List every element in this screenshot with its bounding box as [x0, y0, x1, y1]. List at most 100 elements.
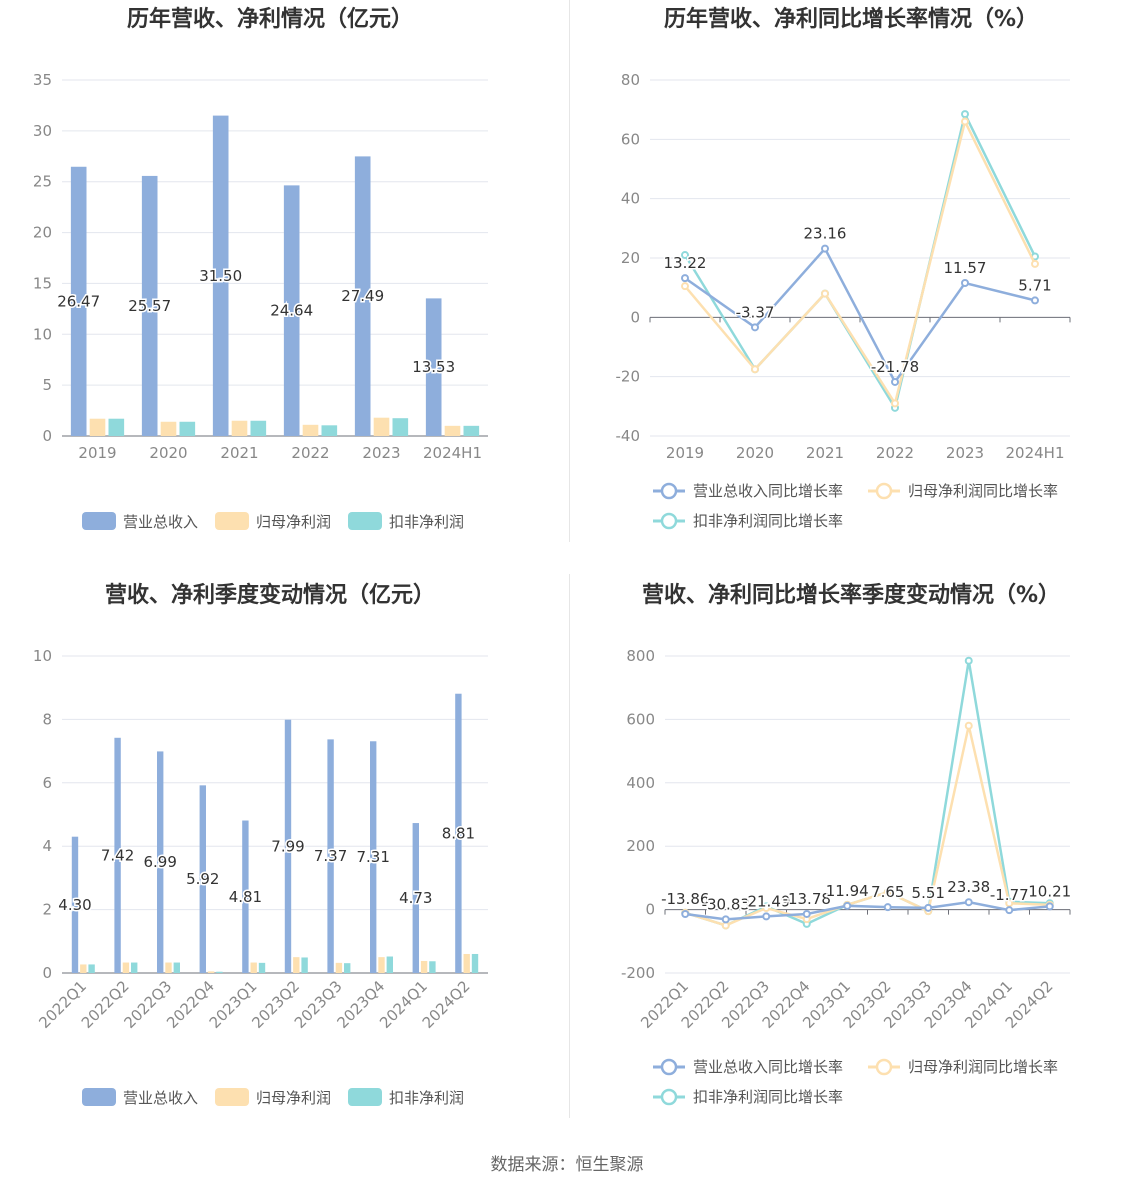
bar-parent-profit: [293, 957, 300, 973]
chart-quarterly-growth: 营收、净利同比增长率季度变动情况（%） -200 0 200 400 600 800 -13.…: [567, 576, 1134, 1152]
x-tick-label: 2023: [946, 444, 984, 462]
data-label: 31.50: [199, 267, 242, 285]
legend-swatch: [348, 1088, 382, 1106]
series-line-revenue: [685, 900, 1050, 921]
bar-revenue: [141, 175, 158, 436]
bar-parent-profit: [373, 417, 390, 436]
data-label: 11.57: [944, 259, 987, 277]
point-revenue: [802, 909, 811, 918]
bar-revenue: [114, 737, 121, 973]
bar-deducted-profit: [108, 418, 125, 436]
bar-revenue: [455, 693, 462, 973]
bar-parent-profit: [420, 960, 428, 973]
data-label: 5.51: [912, 884, 945, 902]
legend-marker: [660, 1058, 678, 1076]
legend-label: 营业总收入: [123, 513, 198, 531]
legend-swatch: [348, 512, 382, 530]
point-parent-profit: [883, 888, 892, 897]
y-tick-label: 35: [33, 71, 52, 89]
bar-revenue: [156, 751, 164, 973]
point-parent-profit: [1031, 259, 1039, 268]
data-label: 7.65: [871, 883, 904, 901]
y-tick-label: 10: [33, 647, 52, 665]
x-tick-label: 2021: [220, 444, 258, 462]
legend-marker: [660, 512, 678, 530]
bar-deducted-profit: [386, 956, 394, 973]
bar-revenue: [425, 298, 442, 436]
data-label: 4.30: [58, 896, 91, 914]
bar-deducted-profit: [173, 962, 181, 973]
data-label: 24.64: [270, 302, 313, 320]
point-parent-profit: [961, 117, 969, 126]
x-tick-label: 2021: [806, 444, 844, 462]
point-parent-profit: [821, 289, 829, 298]
point-parent-profit: [681, 282, 689, 291]
y-tick-label: 30: [33, 122, 52, 140]
y-tick-label: 5: [42, 376, 52, 394]
data-label: -3.37: [736, 303, 775, 321]
y-tick-label: 0: [630, 308, 640, 326]
data-label: 26.47: [57, 292, 100, 310]
bar-parent-profit: [89, 418, 106, 436]
bar-revenue: [199, 785, 206, 973]
legend-label: 归母净利润: [256, 1089, 331, 1107]
y-tick-label: 0: [42, 964, 52, 982]
y-tick-label: -20: [616, 368, 641, 386]
data-label: -21.78: [871, 358, 919, 376]
y-tick-label: 20: [33, 224, 52, 242]
chart-title: 营收、净利同比增长率季度变动情况（%）: [642, 582, 1060, 608]
legend-label: 归母净利润: [256, 513, 331, 531]
legend-marker: [875, 1058, 893, 1076]
y-tick-label: 0: [42, 427, 52, 445]
chart-annual-growth-svg: 历年营收、净利同比增长率情况（%） -40 -20 0 20 40 60 80 13.22 -3.…: [616, 6, 1071, 530]
legend-swatch: [215, 1088, 249, 1106]
x-tick-label: 2019: [78, 444, 116, 462]
legend-label: 扣非净利润同比增长率: [693, 1088, 843, 1106]
point-revenue: [891, 377, 899, 386]
point-revenue: [751, 323, 759, 332]
point-revenue: [964, 898, 973, 907]
legend-swatch: [215, 512, 249, 530]
point-deducted-profit: [681, 251, 689, 260]
point-revenue: [883, 903, 892, 912]
legend-label: 营业总收入同比增长率: [693, 482, 843, 500]
data-label: 7.42: [101, 846, 134, 864]
bar-deducted-profit: [179, 421, 196, 436]
point-revenue: [1045, 902, 1054, 911]
bar-deducted-profit: [301, 957, 308, 973]
data-label: -30.83: [702, 895, 750, 913]
point-deducted-profit: [964, 656, 973, 665]
point-revenue: [961, 279, 969, 288]
bar-revenue: [71, 836, 79, 973]
bar-parent-profit: [231, 420, 248, 436]
chart-annual-amounts-svg: 历年营收、净利情况（亿元） 0 5 10 15 20 25 30 35 26.47 25.57 31.…: [33, 6, 488, 531]
bar-parent-profit: [302, 424, 319, 436]
data-label: -21.49: [742, 892, 790, 910]
data-source-note: 数据来源：恒生聚源: [490, 1155, 644, 1175]
y-tick-label: 200: [626, 837, 655, 855]
bar-revenue: [212, 115, 229, 436]
bar-parent-profit: [207, 971, 215, 973]
y-tick-label: -200: [621, 964, 655, 982]
y-tick-label: 20: [621, 249, 640, 267]
data-label: 23.38: [947, 878, 990, 896]
bar-parent-profit: [463, 953, 470, 973]
bar-parent-profit: [122, 962, 130, 973]
y-tick-label: 25: [33, 173, 52, 191]
data-label: 10.21: [1028, 882, 1071, 900]
bar-revenue: [354, 156, 371, 436]
chart-annual-amounts: 历年营收、净利情况（亿元） 0 5 10 15 20 25 30 35 26.47 25.57 31.…: [0, 0, 567, 576]
bar-revenue: [283, 185, 300, 436]
data-label: 6.99: [143, 853, 176, 871]
bar-deducted-profit: [131, 962, 138, 973]
bar-revenue: [412, 823, 419, 973]
chart-title: 历年营收、净利同比增长率情况（%）: [664, 6, 1038, 32]
x-tick-label: 2024H1: [1006, 444, 1065, 462]
series-line-revenue: [684, 246, 1036, 385]
chart-title: 历年营收、净利情况（亿元）: [127, 6, 413, 32]
data-label: -13.86: [661, 890, 709, 908]
data-label: 27.49: [341, 287, 384, 305]
point-revenue: [1005, 906, 1014, 915]
point-revenue: [843, 901, 852, 910]
bar-deducted-profit: [216, 971, 223, 973]
